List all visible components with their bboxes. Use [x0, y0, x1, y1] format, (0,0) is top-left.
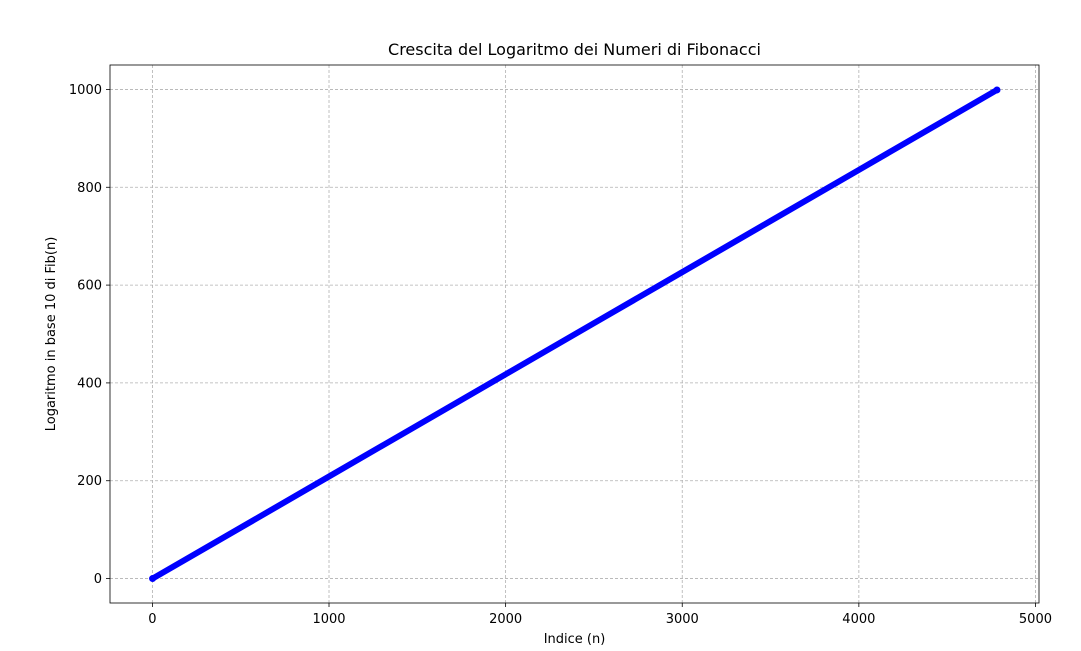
y-tick-label: 800 — [77, 181, 102, 196]
chart-title: Crescita del Logaritmo dei Numeri di Fib… — [388, 40, 761, 59]
x-tick-label: 2000 — [489, 612, 522, 627]
y-axis: 0 200 400 600 800 1000 — [69, 83, 110, 587]
y-axis-label: Logaritmo in base 10 di Fib(n) — [44, 237, 59, 432]
x-tick-label: 0 — [148, 612, 156, 627]
data-point — [149, 575, 157, 583]
y-tick-label: 600 — [77, 279, 102, 294]
y-tick-label: 200 — [77, 474, 102, 489]
x-tick-label: 3000 — [666, 612, 699, 627]
x-tick-label: 4000 — [842, 612, 875, 627]
x-axis-label: Indice (n) — [544, 632, 606, 647]
y-tick-label: 0 — [94, 572, 102, 587]
axes-frame — [109, 64, 1040, 604]
x-tick-label: 1000 — [312, 612, 345, 627]
series-line — [149, 86, 1000, 582]
data-point — [993, 86, 1001, 94]
y-tick-label: 400 — [77, 376, 102, 391]
y-tick-label: 1000 — [69, 83, 102, 98]
x-axis: 0 1000 2000 3000 4000 5000 — [148, 603, 1052, 627]
x-tick-label: 5000 — [1019, 612, 1052, 627]
plot-area — [149, 86, 1001, 583]
